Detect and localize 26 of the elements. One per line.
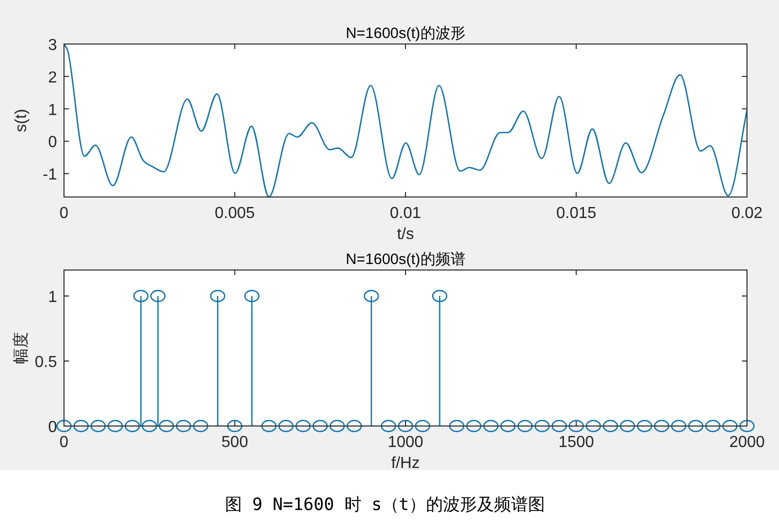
x-tick-label: 0.01 xyxy=(390,205,422,222)
chart-title: N=1600s(t)的频谱 xyxy=(346,251,466,268)
y-tick-label: 1 xyxy=(48,102,58,119)
y-tick-label: 3 xyxy=(48,37,58,54)
y-tick-label: 2 xyxy=(48,69,58,86)
chart-title: N=1600s(t)的波形 xyxy=(346,25,466,42)
y-axis-title: 幅度 xyxy=(12,332,30,364)
x-tick-label: 0 xyxy=(60,205,69,222)
y-tick-label: -1 xyxy=(42,166,58,184)
x-tick-label: 0.015 xyxy=(556,205,596,222)
y-tick-label: 1 xyxy=(48,289,58,306)
x-axis-title: f/Hz xyxy=(391,455,420,472)
line-series xyxy=(63,43,748,198)
x-tick-label: 0.02 xyxy=(731,205,763,222)
x-tick-label: 0.005 xyxy=(214,205,255,222)
x-tick-label: 1500 xyxy=(558,434,594,451)
x-tick-label: 0 xyxy=(60,434,69,451)
x-tick-label: 2000 xyxy=(729,434,765,451)
x-tick-label: 1000 xyxy=(388,434,424,451)
y-axis-title: s(t) xyxy=(13,108,30,132)
y-tick-label: 0.5 xyxy=(34,354,58,371)
x-tick-label: 500 xyxy=(221,434,248,451)
caption: 图 9 N=1600 时 s（t）的波形及频谱图 xyxy=(224,495,546,515)
y-tick-label: 0 xyxy=(48,419,58,436)
x-axis-title: t/s xyxy=(397,226,414,243)
y-tick-label: 0 xyxy=(48,134,58,152)
